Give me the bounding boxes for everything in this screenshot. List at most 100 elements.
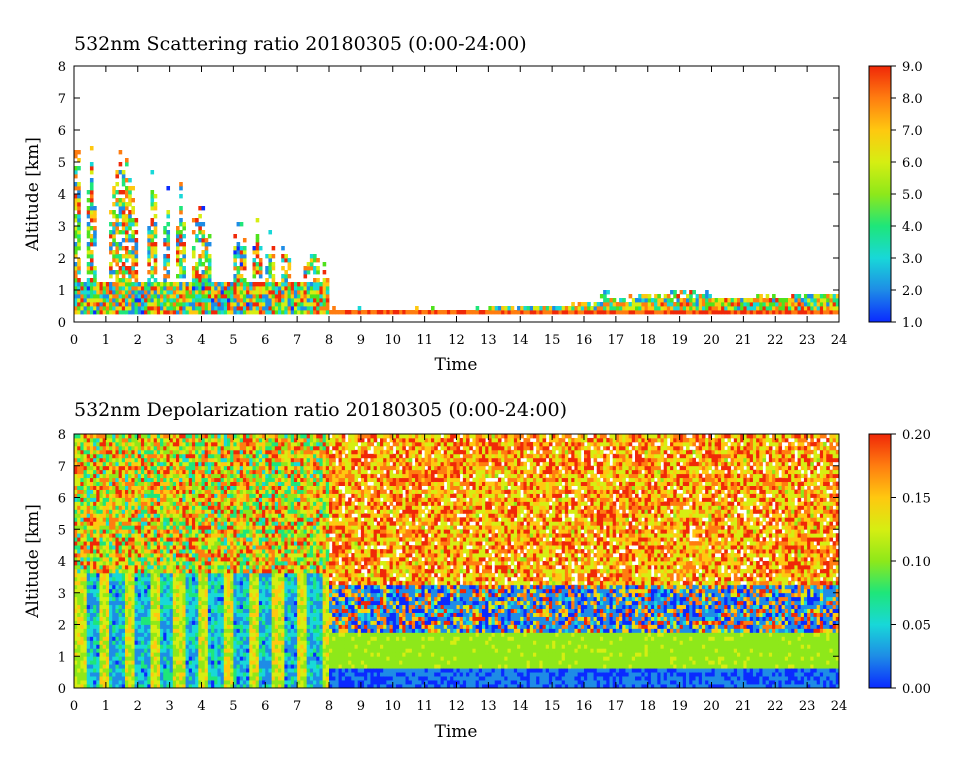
heatmap-cell [153, 449, 158, 455]
heatmap-cell [198, 672, 202, 677]
heatmap-cell [169, 545, 174, 550]
heatmap-cell [86, 246, 91, 251]
heatmap-cell [300, 310, 304, 315]
heatmap-cell [172, 501, 177, 506]
heatmap-cell [185, 652, 190, 657]
heatmap-cell [176, 449, 180, 455]
heatmap-cell [115, 170, 120, 175]
heatmap-cell [182, 485, 186, 490]
heatmap-cell [89, 198, 94, 203]
heatmap-cell [128, 481, 132, 486]
heatmap-cell [102, 529, 107, 534]
heatmap-cell [118, 501, 123, 506]
heatmap-cell [128, 441, 132, 447]
heatmap-cell [211, 584, 215, 590]
heatmap-cell [303, 274, 308, 279]
heatmap-cell [118, 298, 123, 303]
heatmap-cell [179, 469, 183, 475]
heatmap-cell [258, 246, 263, 251]
heatmap-cell [121, 533, 126, 538]
heatmap-cell [86, 640, 91, 645]
heatmap-cell [517, 306, 521, 311]
heatmap-cell [144, 561, 148, 566]
heatmap-cell [153, 533, 158, 538]
heatmap-cell [96, 620, 100, 625]
heatmap-cell [166, 557, 171, 562]
heatmap-cell [89, 600, 94, 606]
heatmap-cell [128, 537, 132, 542]
heatmap-cell [227, 513, 231, 518]
heatmap-cell [156, 592, 161, 598]
heatmap-cell [166, 600, 171, 606]
heatmap-cell [198, 561, 202, 566]
heatmap-cell [93, 274, 97, 279]
heatmap-cell [77, 505, 81, 510]
heatmap-cell [185, 561, 190, 566]
heatmap-cell [144, 461, 148, 467]
heatmap-cell [112, 294, 116, 299]
heatmap-cell [147, 513, 151, 518]
heatmap-cell [179, 186, 183, 191]
heatmap-cell [89, 652, 94, 657]
x-tick-label: 7 [293, 333, 301, 348]
heatmap-cell [176, 572, 180, 578]
heatmap-cell [137, 282, 142, 287]
heatmap-cell [112, 453, 116, 459]
heatmap-cell [112, 684, 116, 689]
heatmap-cell [603, 294, 607, 299]
heatmap-cell [121, 505, 126, 510]
heatmap-cell [223, 676, 228, 681]
heatmap-cell [765, 306, 770, 311]
heatmap-cell [176, 616, 180, 621]
heatmap-cell [112, 310, 116, 315]
heatmap-cell [160, 509, 164, 514]
heatmap-cell [89, 282, 94, 287]
heatmap-cell [115, 493, 120, 498]
heatmap-cell [204, 684, 209, 689]
heatmap-cell [188, 517, 193, 522]
heatmap-cell [102, 505, 107, 510]
heatmap-cell [778, 306, 783, 311]
heatmap-cell [252, 286, 257, 291]
heatmap-cell [195, 298, 199, 303]
heatmap-cell [131, 660, 135, 665]
heatmap-cell [759, 302, 763, 307]
heatmap-cell [176, 549, 180, 554]
heatmap-cell [80, 437, 84, 443]
heatmap-cell [153, 541, 158, 546]
heatmap-cell [140, 529, 145, 534]
heatmap-cell [156, 509, 161, 514]
heatmap-cell [125, 489, 129, 494]
heatmap-cell [182, 505, 186, 510]
heatmap-cell [102, 644, 107, 649]
heatmap-cell [195, 270, 199, 275]
heatmap-cell [278, 298, 282, 303]
heatmap-cell [217, 568, 222, 574]
heatmap-cell [80, 648, 84, 653]
heatmap-cell [118, 306, 123, 311]
heatmap-cell [89, 481, 94, 486]
heatmap-cell [118, 457, 123, 463]
heatmap-cell [109, 572, 113, 578]
heatmap-cell [150, 294, 155, 299]
heatmap-cell [166, 529, 171, 534]
heatmap-cell [169, 608, 174, 613]
heatmap-cell [182, 592, 186, 598]
heatmap-cell [191, 489, 196, 494]
heatmap-cell [77, 533, 81, 538]
heatmap-cell [80, 592, 84, 598]
heatmap-cell [163, 437, 167, 443]
heatmap-cell [137, 477, 142, 483]
heatmap-cell [204, 624, 209, 629]
heatmap-cell [153, 545, 158, 550]
heatmap-cell [150, 529, 155, 534]
heatmap-cell [230, 624, 234, 629]
heatmap-cell [144, 648, 148, 653]
heatmap-cell [236, 222, 241, 227]
x-tick-label: 11 [416, 333, 433, 348]
heatmap-cell [131, 533, 135, 538]
heatmap-cell [109, 588, 113, 594]
heatmap-cell [548, 306, 553, 311]
heatmap-cell [262, 294, 266, 299]
heatmap-cell [201, 533, 206, 538]
